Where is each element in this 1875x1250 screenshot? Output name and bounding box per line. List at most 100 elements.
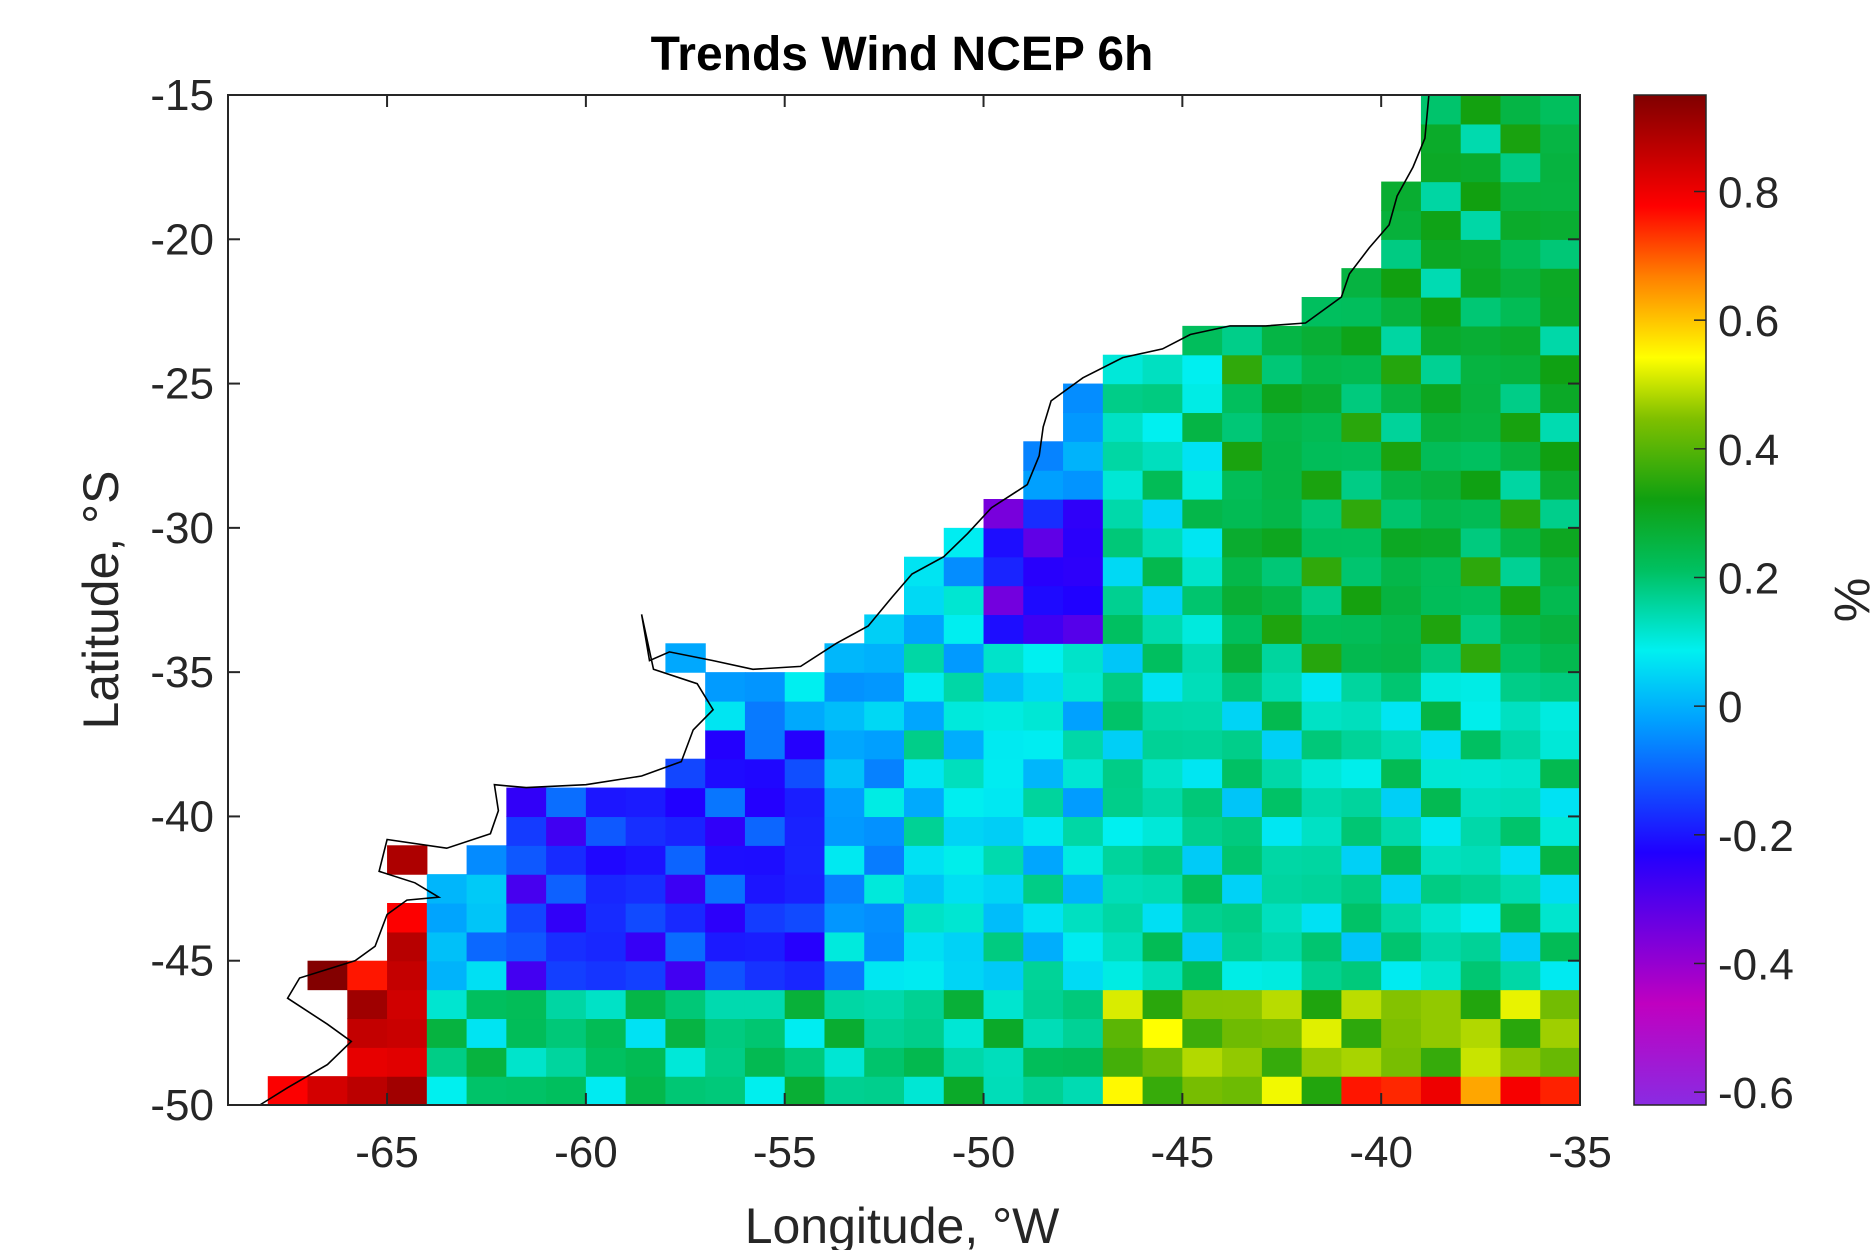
heatmap-cell	[1540, 210, 1581, 240]
heatmap-cell	[1301, 499, 1343, 529]
heatmap-cell	[1102, 614, 1144, 644]
heatmap-cell	[1063, 787, 1104, 818]
heatmap-cell	[1460, 297, 1502, 327]
heatmap-cell	[1102, 845, 1144, 875]
heatmap-cell	[1381, 903, 1422, 933]
heatmap-cell	[1261, 989, 1303, 1020]
heatmap-cell	[1341, 325, 1382, 356]
heatmap-cell	[466, 989, 507, 1020]
heatmap-cell	[1261, 701, 1303, 731]
heatmap-cell	[1063, 874, 1104, 904]
heatmap-cell	[1420, 960, 1462, 991]
heatmap-cell	[1540, 585, 1581, 616]
heatmap-cell	[1301, 758, 1343, 789]
heatmap-cell	[1063, 989, 1104, 1020]
heatmap-cell	[1381, 297, 1422, 327]
heatmap-cell	[1420, 903, 1462, 933]
heatmap-cell	[824, 1076, 865, 1106]
heatmap-cell	[1420, 1076, 1462, 1106]
heatmap-cell	[1142, 816, 1183, 846]
heatmap-cell	[1222, 729, 1263, 760]
heatmap-cell	[1381, 701, 1422, 731]
y-tick-label: -15	[150, 71, 214, 120]
heatmap-cell	[1102, 499, 1144, 529]
heatmap-cell	[983, 614, 1024, 644]
heatmap-cell	[1301, 701, 1343, 731]
heatmap-cell	[705, 758, 746, 789]
heatmap-cell	[1063, 903, 1104, 933]
heatmap-cell	[665, 989, 706, 1020]
heatmap-cell	[1182, 845, 1223, 875]
heatmap-cell	[1460, 354, 1502, 385]
heatmap-cell	[1142, 960, 1183, 991]
heatmap-cell	[1301, 1047, 1343, 1077]
heatmap-cell	[1261, 614, 1303, 644]
heatmap-cell	[546, 903, 587, 933]
heatmap-cell	[1301, 1076, 1343, 1106]
heatmap-cell	[943, 787, 985, 818]
heatmap-cell	[943, 672, 985, 702]
heatmap-cell	[705, 672, 746, 702]
heatmap-cell	[1420, 989, 1462, 1020]
heatmap-cell	[1420, 816, 1462, 846]
heatmap-cell	[625, 874, 667, 904]
heatmap-cell	[784, 845, 826, 875]
heatmap-cell	[1023, 499, 1064, 529]
heatmap-cell	[1102, 527, 1144, 558]
heatmap-cell	[1540, 787, 1581, 818]
heatmap-cell	[1261, 412, 1303, 442]
heatmap-cell	[1381, 470, 1422, 500]
heatmap-cell	[824, 874, 865, 904]
heatmap-cell	[824, 960, 865, 991]
heatmap-cell	[1420, 729, 1462, 760]
heatmap-cell	[1301, 960, 1343, 991]
heatmap-cell	[824, 643, 865, 673]
x-axis-ticks: -65 -60 -55 -50 -45 -40 -35	[355, 95, 1612, 1177]
heatmap-cell	[1381, 758, 1422, 789]
heatmap-cell	[983, 701, 1024, 731]
heatmap-cell	[1460, 989, 1502, 1020]
heatmap-cell	[1420, 556, 1462, 587]
heatmap-cell	[705, 729, 746, 760]
heatmap-cell	[1381, 441, 1422, 471]
heatmap-cell	[506, 931, 547, 962]
heatmap-cell	[1182, 470, 1223, 500]
heatmap-cell	[904, 729, 945, 760]
heatmap-cell	[1460, 1076, 1502, 1106]
heatmap-cell	[705, 960, 746, 991]
heatmap-cell	[1261, 499, 1303, 529]
heatmap-cell	[665, 1047, 706, 1077]
heatmap-cell	[1063, 470, 1104, 500]
heatmap-cell	[1381, 729, 1422, 760]
heatmap-cell	[546, 874, 587, 904]
heatmap-cell	[1301, 383, 1343, 414]
heatmap-cell	[1500, 95, 1541, 125]
heatmap-cell	[943, 1076, 985, 1106]
heatmap-cell	[1182, 903, 1223, 933]
heatmap-cell	[824, 758, 865, 789]
heatmap-cell	[1222, 1076, 1263, 1106]
y-tick-label: -35	[150, 648, 214, 697]
heatmap-cell	[1341, 268, 1382, 298]
x-tick-label: -40	[1349, 1128, 1413, 1177]
heatmap-cell	[1102, 960, 1144, 991]
heatmap-cell	[1222, 1047, 1263, 1077]
x-tick-label: -60	[554, 1128, 618, 1177]
heatmap-cell	[1381, 585, 1422, 616]
heatmap-cell	[1500, 210, 1541, 240]
heatmap-cell	[665, 1076, 706, 1106]
heatmap-cell	[1500, 123, 1541, 154]
heatmap-cell	[943, 989, 985, 1020]
plot-frame	[227, 94, 1581, 1106]
heatmap-cell	[864, 643, 905, 673]
heatmap-cell	[585, 874, 627, 904]
heatmap-cell	[1301, 354, 1343, 385]
heatmap-cell	[1182, 701, 1223, 731]
heatmap-cell	[1023, 585, 1064, 616]
heatmap-cell	[1500, 268, 1541, 298]
heatmap-cell	[1023, 874, 1064, 904]
heatmap-cell	[1341, 816, 1382, 846]
heatmap-cell	[1341, 297, 1382, 327]
heatmap-cell	[1500, 297, 1541, 327]
